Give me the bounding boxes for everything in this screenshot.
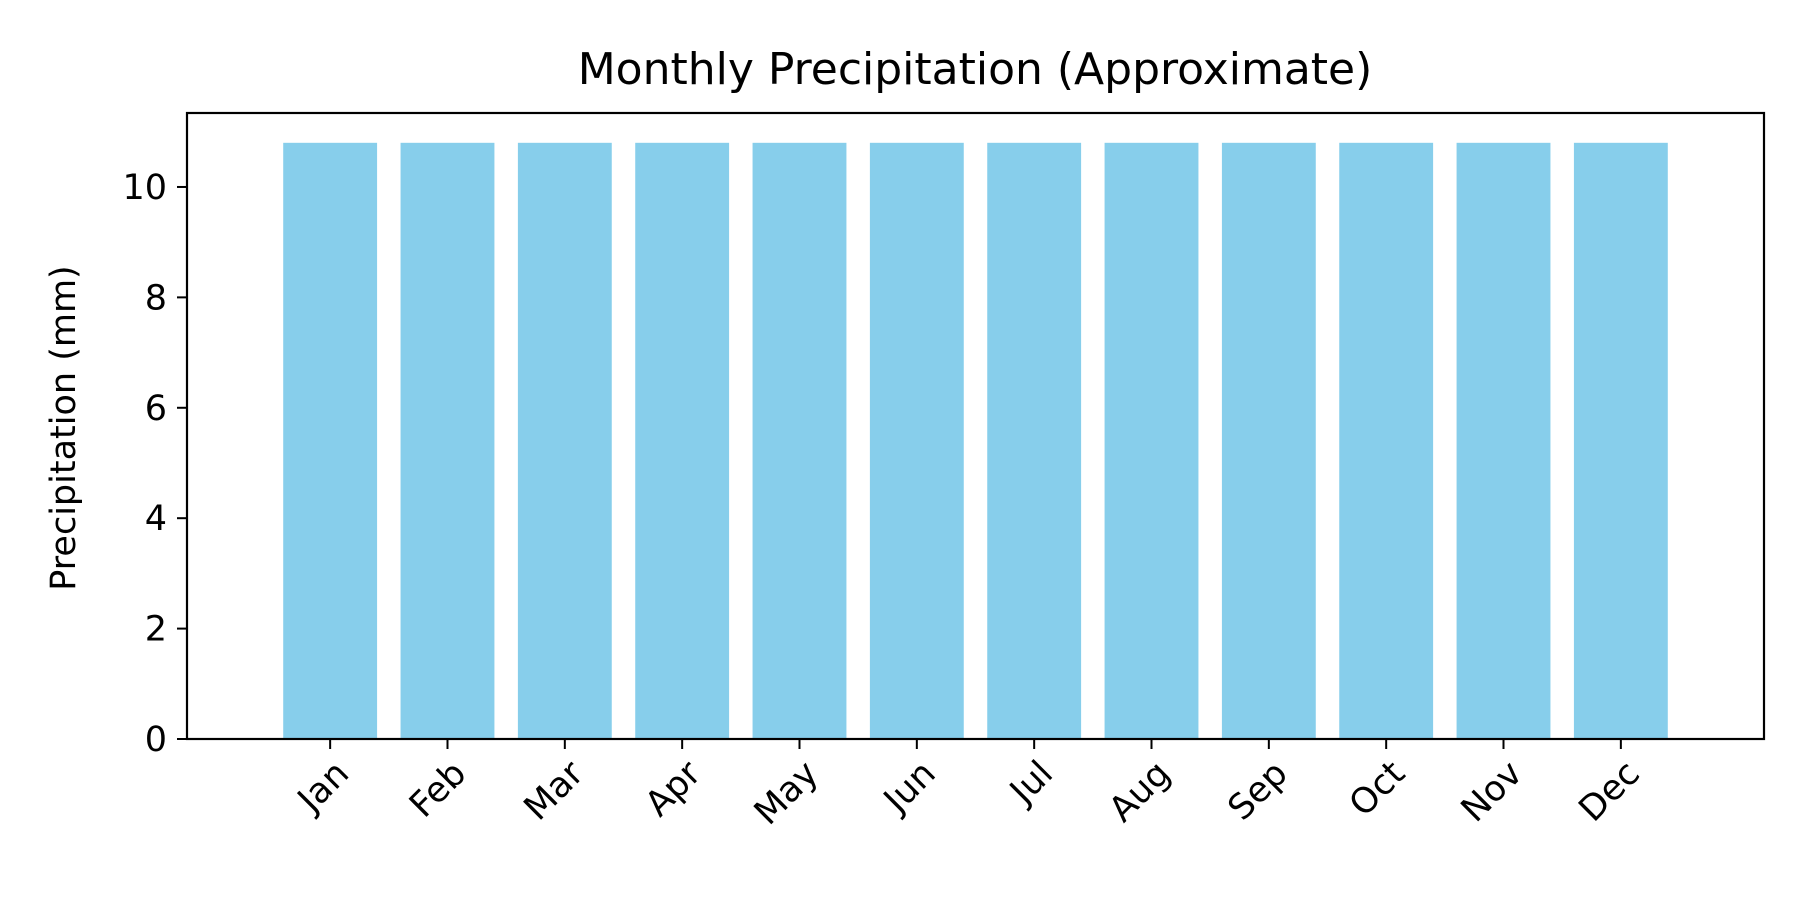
x-tick-label: Dec xyxy=(1572,754,1648,830)
bar-aug xyxy=(1104,142,1199,740)
bar-nov xyxy=(1456,142,1551,740)
bar-jan xyxy=(283,142,378,740)
bar-mar xyxy=(517,142,612,740)
x-tick-label: Mar xyxy=(517,753,592,828)
bar-sep xyxy=(1221,142,1316,740)
bar-feb xyxy=(400,142,495,740)
y-tick-label: 4 xyxy=(145,499,167,539)
bar-jun xyxy=(869,142,964,740)
y-tick-label: 10 xyxy=(122,168,167,208)
bars-layer xyxy=(283,142,1668,740)
x-tick-label: Jun xyxy=(875,754,943,822)
y-tick-label: 6 xyxy=(145,389,167,429)
plot-frame xyxy=(185,111,1766,741)
bar-oct xyxy=(1339,142,1434,740)
x-tick-label: Feb xyxy=(402,754,474,826)
bar-may xyxy=(752,142,847,740)
x-tick-label: Nov xyxy=(1454,754,1531,831)
x-tick-label: May xyxy=(747,754,826,833)
chart-title: Monthly Precipitation (Approximate) xyxy=(578,44,1373,95)
bar-apr xyxy=(635,142,730,740)
x-tick-label: Oct xyxy=(1342,754,1413,825)
y-tick-label: 8 xyxy=(145,278,167,318)
x-tick-label: Jul xyxy=(1001,754,1061,814)
y-tick-label: 0 xyxy=(145,720,167,760)
bar-dec xyxy=(1573,142,1668,740)
x-tick-label: Sep xyxy=(1221,754,1296,829)
y-axis-label: Precipitation (mm) xyxy=(44,265,84,590)
x-tick-label: Apr xyxy=(638,753,710,825)
x-tick-label: Jan xyxy=(289,754,357,822)
y-tick-label: 2 xyxy=(145,610,167,650)
x-tick-label: Aug xyxy=(1102,754,1179,831)
bar-jul xyxy=(987,142,1082,740)
